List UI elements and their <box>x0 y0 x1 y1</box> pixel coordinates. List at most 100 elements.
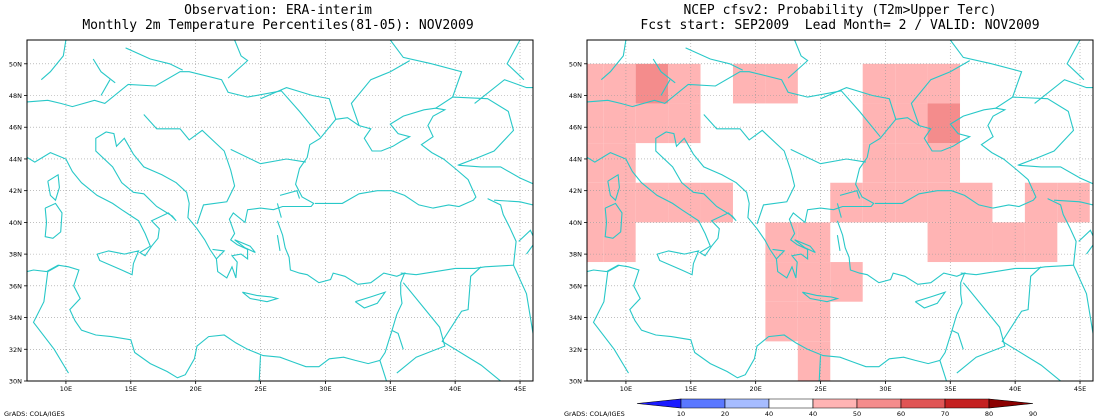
coastline <box>939 360 948 381</box>
prob-cell-50-60 <box>587 103 604 144</box>
coastline <box>818 355 822 381</box>
prob-cell-50-60 <box>862 182 896 223</box>
x-tick-label: 40E <box>1009 385 1021 393</box>
x-tick-label: 20E <box>189 385 201 393</box>
prob-cell-50-60 <box>603 222 636 263</box>
x-tick-label: 25E <box>814 385 826 393</box>
y-tick-label: 48N <box>9 92 22 100</box>
x-tick-label: 10E <box>60 385 72 393</box>
coastline <box>587 220 966 379</box>
coastline <box>44 202 63 239</box>
y-tick-label: 40N <box>9 219 22 227</box>
colorbar-label: 80 <box>985 410 993 418</box>
prob-cell-50-60 <box>603 63 636 104</box>
x-tick-label: 20E <box>749 385 761 393</box>
right-map: 10E 15E 20E 25E 30E 35E 40E 45E 30N 32N 34N 36N 38N 4… <box>569 39 1094 418</box>
coastline <box>279 190 301 199</box>
y-tick-label: 32N <box>569 346 582 354</box>
colorbar-label: 40 <box>809 410 817 418</box>
coastline <box>600 40 627 81</box>
coastline <box>839 190 861 199</box>
coastline <box>474 79 533 104</box>
coastline <box>40 40 67 81</box>
prob-cell-60-70 <box>635 63 669 104</box>
colorbar: 10 20 40 40 50 60 70 80 90 <box>636 398 1037 418</box>
y-tick-label: 30N <box>569 378 582 386</box>
prob-cell-50-60 <box>700 182 733 223</box>
y-tick-label: 38N <box>569 251 582 259</box>
prob-cell-50-60 <box>635 182 669 223</box>
x-tick-label: 30E <box>319 385 331 393</box>
colorbar-label: 40 <box>765 410 773 418</box>
colorbar-label: 20 <box>721 410 729 418</box>
coastline <box>652 58 676 84</box>
coastline <box>794 239 816 254</box>
coastline <box>1018 164 1093 206</box>
colorbar-label: 90 <box>1029 410 1037 418</box>
y-tick-label: 50N <box>569 60 582 68</box>
coastline <box>230 148 306 165</box>
coastline <box>100 79 111 96</box>
coastline <box>350 60 410 126</box>
left-panel: Observation: ERA-interim Monthly 2m Temp… <box>0 0 556 420</box>
y-tick-label: 36N <box>9 282 22 290</box>
prob-cell-50-60 <box>587 143 604 183</box>
colorbar-swatch <box>944 398 990 409</box>
prob-cell-50-60 <box>797 222 831 263</box>
x-tick-label: 15E <box>125 385 137 393</box>
coastline <box>276 203 282 218</box>
colorbar-swatch <box>680 398 726 409</box>
x-tick-label: 35E <box>384 385 396 393</box>
coastline <box>391 329 404 350</box>
coastline <box>258 355 262 381</box>
prob-cell-50-60 <box>797 301 831 342</box>
prob-cell-50-60 <box>587 63 604 104</box>
coastline <box>949 40 1023 109</box>
y-tick-label: 42N <box>569 187 582 195</box>
prob-cell-60-70 <box>927 103 961 144</box>
coastline <box>32 264 69 374</box>
coastline <box>396 282 446 374</box>
colorbar-swatch <box>724 398 770 409</box>
coastline <box>441 266 502 381</box>
coastline <box>458 164 533 206</box>
coastline <box>592 264 629 374</box>
prob-cell-50-60 <box>603 143 636 183</box>
coastline <box>910 60 970 126</box>
coastline <box>506 40 525 81</box>
y-tick-label: 30N <box>9 378 22 386</box>
prob-cell-50-60 <box>862 143 896 183</box>
coastline <box>914 291 947 309</box>
coastline <box>234 239 256 254</box>
coastline <box>956 282 1006 374</box>
coastline <box>836 203 842 218</box>
right-title-line2: Fcst start: SEP2009 Lead Month= 2 / VALI… <box>640 18 1040 33</box>
prob-cell-50-60 <box>635 103 669 144</box>
colorbar-swatch <box>856 398 902 409</box>
y-tick-label: 32N <box>9 346 22 354</box>
coastline <box>379 360 388 381</box>
x-tick-label: 25E <box>254 385 266 393</box>
coastline <box>836 235 841 251</box>
prob-cell-50-60 <box>895 182 928 223</box>
coastline <box>820 87 897 120</box>
coastline <box>389 40 463 109</box>
y-tick-label: 46N <box>569 124 582 132</box>
colorbar-label: 60 <box>897 410 905 418</box>
y-tick-label: 36N <box>569 282 582 290</box>
colorbar-label: 70 <box>941 410 949 418</box>
y-tick-label: 38N <box>9 251 22 259</box>
coastline <box>1078 229 1093 255</box>
coastline <box>400 198 517 276</box>
y-tick-label: 44N <box>9 155 22 163</box>
coastline <box>1066 40 1085 81</box>
coastline <box>604 202 623 239</box>
prob-cell-50-60 <box>1024 222 1058 263</box>
map-plot-area <box>27 40 533 381</box>
colorbar-swatch <box>812 398 858 409</box>
coastline <box>656 250 700 276</box>
prob-cell-50-60 <box>895 63 928 104</box>
colorbar-swatch <box>768 398 814 409</box>
coastline <box>660 79 671 96</box>
left-credit: GrADS: COLA/IGES <box>4 410 65 418</box>
